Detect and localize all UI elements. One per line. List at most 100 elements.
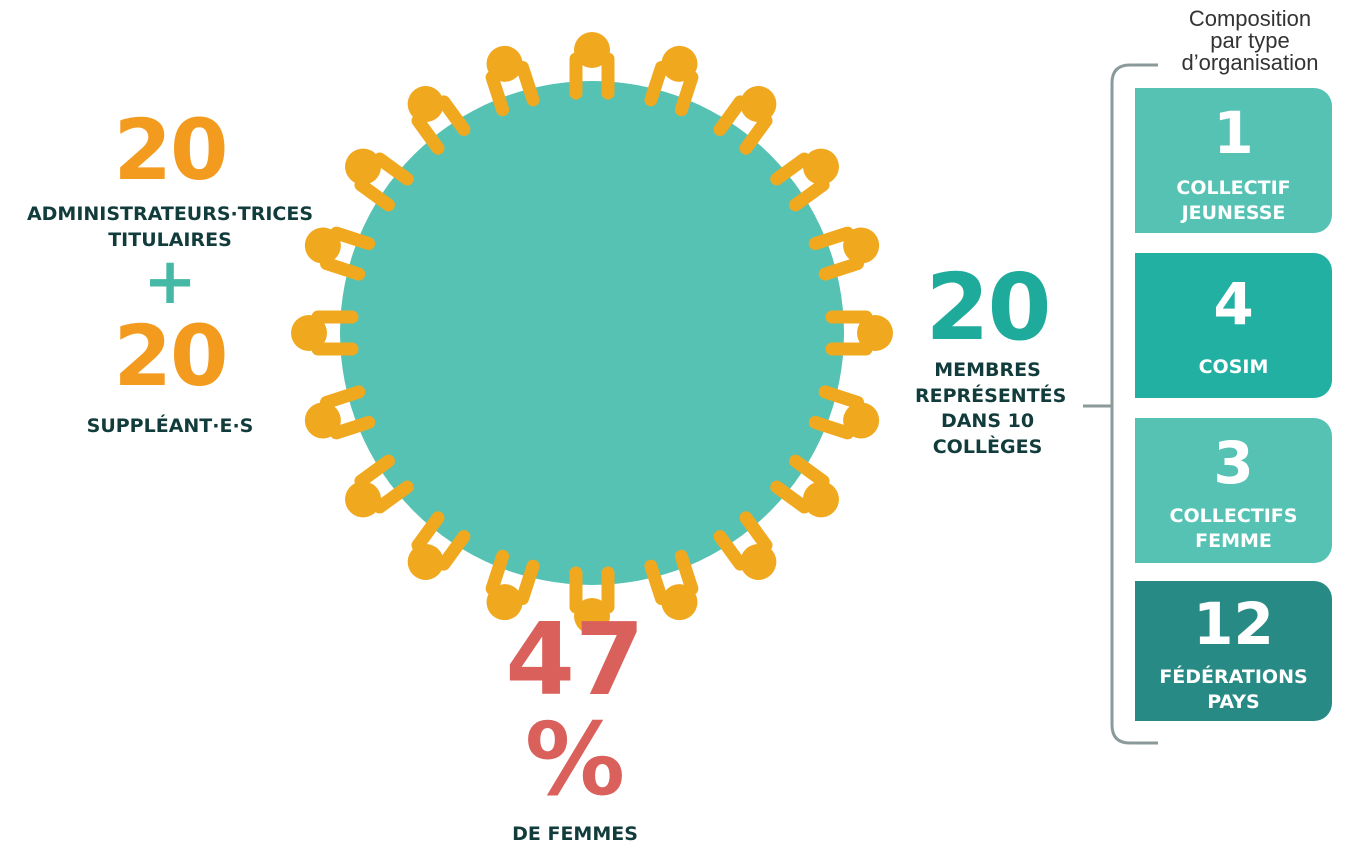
person-right-arm <box>437 95 471 136</box>
person-head <box>740 86 777 123</box>
seated-person <box>485 45 540 117</box>
person-head <box>802 481 839 518</box>
members-count: 20 <box>925 254 1051 361</box>
person-left-arm <box>674 549 699 596</box>
seated-person <box>713 86 777 155</box>
card-number: 3 <box>1213 429 1254 497</box>
person-left-arm <box>789 454 830 488</box>
person-left-arm <box>808 226 855 251</box>
seated-person <box>713 511 777 580</box>
card-caption-line1: COLLECTIFS <box>1169 505 1298 527</box>
seated-person <box>407 511 471 580</box>
person-left-arm <box>411 114 445 155</box>
titular-label-line2: TITULAIRES <box>108 228 232 251</box>
seated-person <box>825 310 893 356</box>
person-head <box>843 227 880 264</box>
person-head <box>486 584 523 621</box>
members-label-line2: REPRÉSENTÉS <box>915 384 1067 407</box>
person-left-arm <box>770 152 811 186</box>
card-caption-line2: PAYS <box>1207 690 1260 713</box>
card-caption-line1: COSIM <box>1198 356 1269 378</box>
person-left-arm <box>644 60 668 107</box>
person-left-arm <box>373 480 414 514</box>
composition-title-line3: d’organisation <box>1181 50 1319 75</box>
composition-title: Composition par type d’organisation <box>1160 8 1340 74</box>
person-left-arm <box>329 415 376 440</box>
card-caption: COSIM <box>1135 355 1332 380</box>
person-right-arm <box>818 257 865 281</box>
card-caption: COLLECTIF JEUNESSE <box>1135 176 1332 225</box>
person-right-arm <box>373 152 414 186</box>
card-number: 1 <box>1213 99 1254 167</box>
administrators-block: 20 ADMINISTRATEURS·TRICES TITULAIRES + 2… <box>0 108 340 440</box>
card-caption-line1: COLLECTIF <box>1176 177 1291 199</box>
person-right-arm <box>485 549 510 596</box>
members-block: 20 MEMBRES REPRÉSENTÉS DANS 10 COLLÈGES <box>915 254 1067 461</box>
card-caption: FÉDÉRATIONS PAYS <box>1135 665 1332 714</box>
person-head <box>574 32 610 68</box>
members-label-line3: DANS 10 <box>940 410 1035 433</box>
person-head <box>661 45 698 82</box>
person-right-arm <box>411 511 445 552</box>
seated-person <box>304 226 376 281</box>
person-left-arm <box>713 95 747 136</box>
card-number: 12 <box>1193 590 1274 658</box>
seated-person <box>304 385 376 440</box>
person-head <box>574 598 610 634</box>
person-left-arm <box>354 178 395 212</box>
person-left-arm <box>818 385 865 409</box>
composition-title-line2: par type <box>1210 28 1290 53</box>
person-right-arm <box>644 559 668 606</box>
card-federations-pays: 12 FÉDÉRATIONS PAYS <box>1135 581 1332 721</box>
members-label-line1: MEMBRES <box>934 359 1041 381</box>
person-right-arm <box>808 415 855 440</box>
members-label: MEMBRES REPRÉSENTÉS DANS 10 COLLÈGES <box>915 358 1067 461</box>
person-left-arm <box>319 257 366 281</box>
card-caption-line1: FÉDÉRATIONS <box>1159 666 1308 688</box>
person-left-arm <box>516 559 540 606</box>
person-right-arm <box>739 114 773 155</box>
person-left-arm <box>739 511 773 552</box>
person-head <box>857 315 893 351</box>
seated-person <box>808 385 880 440</box>
person-head <box>843 402 880 439</box>
person-right-arm <box>319 385 366 409</box>
seated-person <box>770 148 839 212</box>
person-head <box>661 584 698 621</box>
substitute-label: SUPPLÉANT·E·S <box>86 415 254 438</box>
card-caption: COLLECTIFS FEMME <box>1135 504 1332 553</box>
person-left-arm <box>485 70 510 117</box>
seated-person <box>644 45 699 117</box>
person-head <box>291 315 327 351</box>
card-cosim: 4 COSIM <box>1135 253 1332 398</box>
seated-person <box>407 86 471 155</box>
person-head <box>407 543 444 580</box>
person-right-arm <box>674 70 699 117</box>
card-collectifs-femme: 3 COLLECTIFS FEMME <box>1135 418 1332 563</box>
seated-person <box>291 310 359 356</box>
person-head <box>740 543 777 580</box>
round-table-diagram <box>291 32 893 634</box>
titular-count: 20 <box>113 101 229 199</box>
person-right-arm <box>516 60 540 107</box>
card-collectif-jeunesse: 1 COLLECTIF JEUNESSE <box>1135 88 1332 233</box>
card-number: 4 <box>1213 270 1254 338</box>
person-head <box>345 148 382 185</box>
seated-person <box>770 454 839 518</box>
card-caption-line2: JEUNESSE <box>1181 201 1286 224</box>
person-right-arm <box>789 178 830 212</box>
bracket-connector <box>1083 63 1158 745</box>
person-head <box>304 227 341 264</box>
round-table <box>340 81 844 585</box>
members-label-line4: COLLÈGES <box>932 435 1043 458</box>
person-head <box>304 402 341 439</box>
substitute-count: 20 <box>113 307 229 406</box>
bracket-line <box>1110 63 1158 745</box>
plus-sign: + <box>143 245 197 320</box>
person-head <box>407 86 444 123</box>
seated-person <box>808 226 880 281</box>
person-right-arm <box>354 454 395 488</box>
composition-title-line1: Composition <box>1188 6 1312 31</box>
women-label: DE FEMMES <box>512 823 638 845</box>
seated-person <box>569 32 615 100</box>
